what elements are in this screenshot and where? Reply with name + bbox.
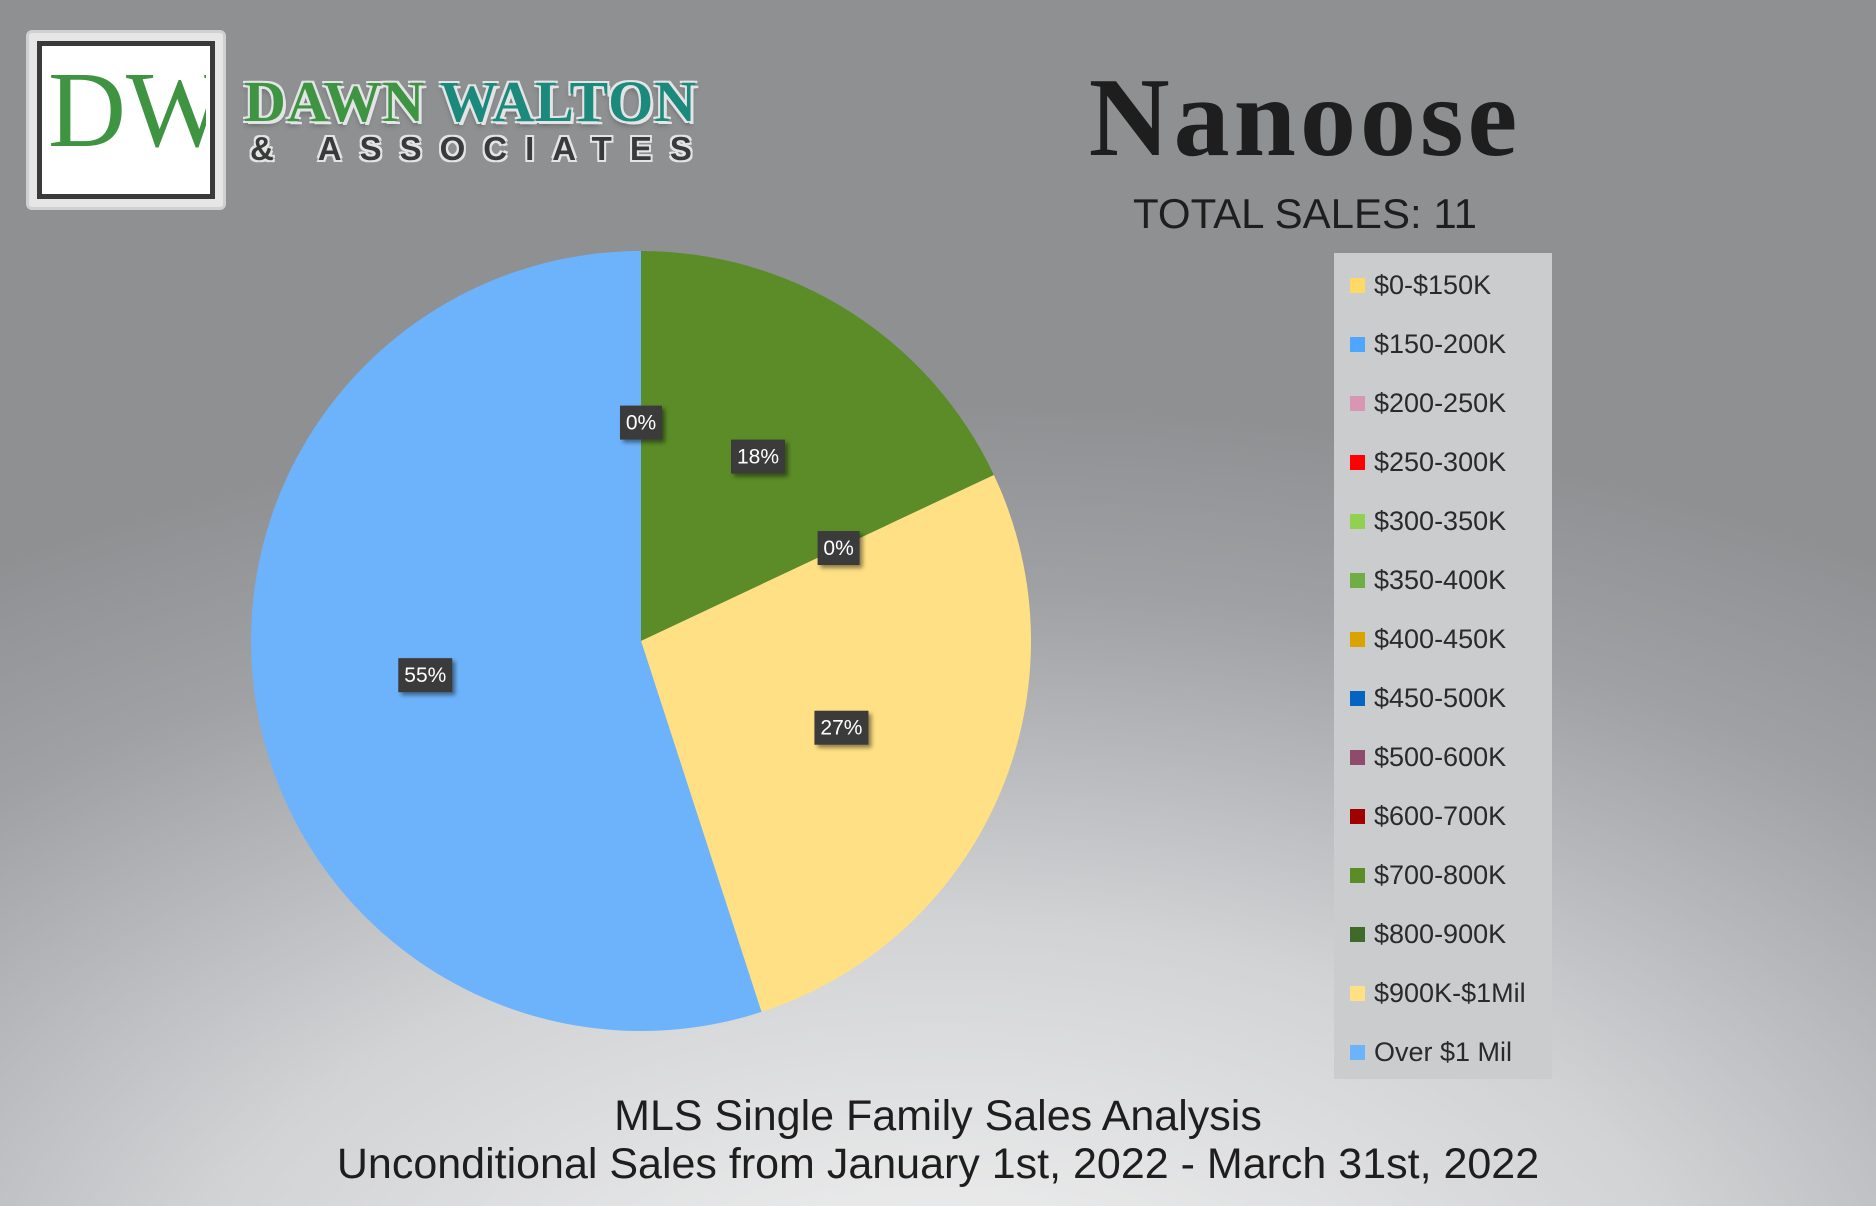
data-label-over-1-mil: 55%: [398, 658, 453, 693]
legend-item-500-600k: $500-600K: [1350, 737, 1506, 777]
legend-label: $400-450K: [1374, 623, 1507, 654]
total-sales: TOTAL SALES: 11: [1133, 190, 1477, 237]
brand-name-first: DAWN: [244, 69, 426, 134]
legend-item-400-450k: $400-450K: [1350, 619, 1506, 659]
data-label-0-150k: 0%: [620, 405, 662, 440]
legend-swatch: [1350, 395, 1365, 411]
legend-item-700-800k: $700-800K: [1350, 855, 1506, 895]
pie-slice-over-1-mil: [251, 251, 762, 1031]
legend-swatch: [1350, 749, 1365, 765]
legend-swatch: [1350, 1044, 1365, 1060]
pie-data-labels: 0% 18% 0% 27% 55%: [398, 405, 869, 745]
legend-label: $450-500K: [1374, 682, 1507, 713]
legend-swatch: [1350, 985, 1365, 1001]
chart-legend: $0-$150K $150-200K $200-250K $250-300K $300-…: [1334, 253, 1552, 1079]
legend-item-350-400k: $350-400K: [1350, 560, 1506, 600]
logo-letters: DW: [48, 51, 206, 170]
legend-swatch: [1350, 513, 1365, 529]
legend-swatch: [1350, 808, 1365, 824]
footer-line-2: Unconditional Sales from January 1st, 20…: [336, 1140, 1540, 1188]
legend-item-600-700k: $600-700K: [1350, 796, 1506, 836]
legend-label: Over $1 Mil: [1374, 1036, 1513, 1067]
data-label-box: [814, 710, 869, 745]
data-label-text: 0%: [823, 537, 853, 560]
legend-label: $150-200K: [1374, 328, 1507, 359]
data-label-box: [620, 405, 662, 440]
brand-subtitle: & ASSOCIATES: [250, 130, 710, 167]
brand-wordmark: DAWN WALTON & ASSOCIATES: [244, 68, 744, 178]
legend-label: $0-$150K: [1374, 269, 1492, 300]
dw-monogram-icon: DW: [48, 51, 228, 170]
legend-item-800-900k: $800-900K: [1350, 914, 1506, 954]
legend-swatch: [1350, 277, 1365, 293]
data-label-800-900k: 0%: [817, 531, 860, 566]
logo-frame: DW: [37, 41, 228, 199]
brand-name: DAWN WALTON: [244, 68, 697, 135]
data-label-text: 27%: [820, 717, 862, 740]
legend-label: $700-800K: [1374, 859, 1507, 890]
legend-label: $600-700K: [1374, 800, 1507, 831]
legend-item-300-350k: $300-350K: [1350, 501, 1506, 541]
legend-swatch: [1350, 572, 1365, 588]
data-label-text: 0%: [626, 412, 656, 435]
legend-item-150-200k: $150-200K: [1350, 324, 1506, 364]
page-title: Nanoose: [1088, 56, 1522, 180]
pie-slices: [251, 251, 1031, 1031]
legend-item-900k-1mil: $900K-$1Mil: [1350, 973, 1526, 1013]
legend-label: $250-300K: [1374, 446, 1507, 477]
legend-swatch: [1350, 336, 1365, 352]
data-label-box: [817, 531, 860, 566]
legend-swatch: [1350, 690, 1365, 706]
legend-item-450-500k: $450-500K: [1350, 678, 1506, 718]
legend-item-200-250k: $200-250K: [1350, 383, 1506, 423]
brand-name-second: WALTON: [439, 69, 698, 134]
legend-swatch: [1350, 631, 1365, 647]
data-label-700-800k: 18%: [731, 439, 786, 474]
legend-item-0-150k: $0-$150K: [1350, 265, 1491, 305]
legend-swatch: [1350, 926, 1365, 942]
legend-label: $200-250K: [1374, 387, 1507, 418]
legend-label: $300-350K: [1374, 505, 1507, 536]
legend-label: $800-900K: [1374, 918, 1507, 949]
data-label-900k-1mil: 27%: [814, 710, 869, 745]
footer-line-1: MLS Single Family Sales Analysis: [614, 1092, 1262, 1140]
legend-label: $900K-$1Mil: [1374, 977, 1526, 1008]
pie-slice-700-800k: [641, 251, 994, 641]
data-label-text: 55%: [404, 664, 446, 687]
data-label-box: [398, 658, 453, 693]
legend-swatch: [1350, 867, 1365, 883]
legend-item-over-1-mil: Over $1 Mil: [1350, 1032, 1512, 1072]
brand-logo: DW: [26, 30, 228, 210]
data-label-box: [731, 439, 786, 474]
legend-item-250-300k: $250-300K: [1350, 442, 1506, 482]
legend-label: $350-400K: [1374, 564, 1507, 595]
legend-swatch: [1350, 454, 1365, 470]
legend-label: $500-600K: [1374, 741, 1507, 772]
data-label-text: 18%: [737, 446, 779, 469]
